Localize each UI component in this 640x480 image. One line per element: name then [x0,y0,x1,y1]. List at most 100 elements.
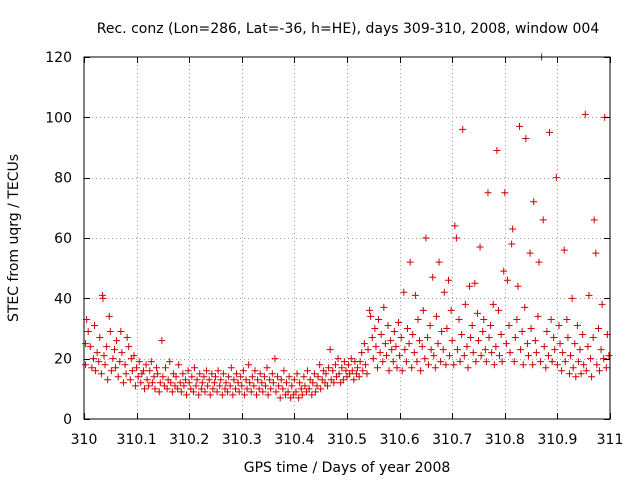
data-point [493,147,501,155]
data-point [196,370,204,378]
data-point [542,364,550,372]
data-point [342,367,350,375]
data-point [206,391,214,399]
data-point [372,343,380,351]
data-point [602,364,610,372]
data-point [205,376,213,384]
data-point [84,328,92,336]
data-point [381,340,389,348]
data-point [489,300,497,308]
data-point [248,373,256,381]
data-point [439,346,447,354]
data-point [128,367,136,375]
x-tick-label: 310.9 [537,432,577,448]
data-point [565,370,573,378]
data-point [451,222,459,230]
data-point [176,379,184,387]
data-point [406,258,414,266]
data-point [345,361,353,369]
x-tick-label: 310.4 [274,432,314,448]
data-point [154,370,162,378]
data-point [118,349,126,357]
data-point [442,361,450,369]
data-point [114,373,122,381]
data-point [314,373,322,381]
data-point [140,385,148,393]
data-point [446,352,454,360]
data-point [168,388,176,396]
data-point [311,388,319,396]
x-tick-label: 310.8 [485,432,525,448]
data-point [189,388,197,396]
x-tick-label: 310.1 [117,432,157,448]
data-point [309,379,317,387]
data-point [435,258,443,266]
data-point [494,306,502,314]
data-point [440,288,448,296]
data-point [568,294,576,302]
data-point [324,382,332,390]
data-point [172,373,180,381]
data-point [177,388,185,396]
data-point [453,346,461,354]
data-point [82,361,90,369]
data-point [142,361,150,369]
y-tick-label: 120 [45,50,72,66]
data-point [348,367,356,375]
data-point [192,382,200,390]
data-point [93,349,101,357]
data-point [242,376,250,384]
x-tick-label: 310.6 [380,432,420,448]
data-point [246,379,254,387]
data-point [259,388,267,396]
data-point [251,367,259,375]
data-point [402,358,410,366]
data-point [279,385,287,393]
data-point [534,312,542,320]
data-point [350,376,358,384]
data-point [277,376,285,384]
data-point [555,321,563,329]
chart-title: Rec. conz (Lon=286, Lat=-36, h=HE), days… [97,21,600,37]
data-point [153,364,161,372]
data-point [569,364,577,372]
data-point [366,306,374,314]
data-point [369,355,377,363]
data-point [229,391,237,399]
data-point [200,373,208,381]
data-point [560,246,568,254]
data-point [482,358,490,366]
data-point [411,291,419,299]
y-tick-label: 40 [54,291,72,307]
data-point [388,346,396,354]
data-point [400,288,408,296]
data-point [540,343,548,351]
data-point [461,300,469,308]
data-point [522,134,530,142]
data-point [382,352,390,360]
data-point [276,394,284,402]
data-point [592,249,600,257]
data-point [150,373,158,381]
data-point [467,334,475,342]
data-point [497,331,505,339]
data-point [283,379,291,387]
data-point [367,312,375,320]
data-point [135,358,143,366]
data-point [401,346,409,354]
data-point [156,379,164,387]
data-point [285,373,293,381]
data-point [469,349,477,357]
data-point [403,325,411,332]
data-point [82,340,90,348]
data-point [163,385,171,393]
data-point [208,370,216,378]
data-point [197,385,205,393]
data-point [317,385,325,393]
data-point [355,373,363,381]
data-point [598,300,606,308]
data-point [166,358,174,366]
data-point [308,391,316,399]
data-point [429,273,437,281]
data-point [468,321,476,329]
